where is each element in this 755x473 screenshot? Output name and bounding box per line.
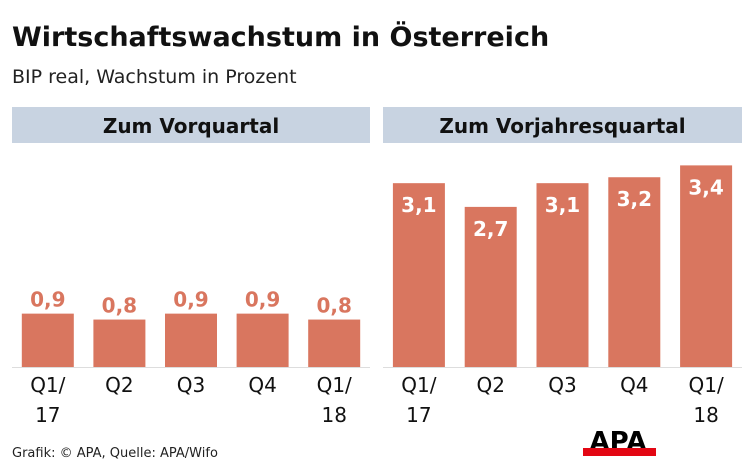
bar — [392, 183, 445, 367]
bar — [236, 313, 289, 367]
bar — [308, 319, 361, 367]
x-tick-label: Q1/ — [688, 373, 723, 397]
source-note: Grafik: © APA, Quelle: APA/Wifo — [12, 446, 218, 461]
data-label: 2,7 — [473, 217, 508, 241]
apa-logo-bar — [583, 448, 656, 456]
chart-subtitle: BIP real, Wachstum in Prozent — [12, 66, 297, 88]
data-label: 3,4 — [688, 175, 723, 199]
x-tick-label: Q3 — [177, 373, 205, 397]
bar — [165, 313, 217, 367]
panel-title: Zum Vorquartal — [103, 114, 279, 138]
data-label: 0,9 — [30, 288, 65, 312]
data-label: 3,2 — [617, 187, 652, 211]
x-tick-label: Q3 — [548, 373, 576, 397]
panel-header — [12, 107, 370, 143]
data-label: 3,1 — [401, 193, 436, 217]
x-tick-label: Q1/ — [30, 373, 65, 397]
data-label: 3,1 — [545, 193, 580, 217]
x-tick-label: Q2 — [476, 373, 504, 397]
bar — [608, 177, 661, 367]
x-tick-label: 17 — [35, 403, 60, 427]
x-tick-label: Q4 — [620, 373, 648, 397]
x-tick-label: Q4 — [248, 373, 276, 397]
bar — [680, 165, 733, 367]
apa-logo: APA — [583, 427, 656, 457]
x-tick-label: Q1/ — [401, 373, 436, 397]
x-tick-label: 17 — [406, 403, 431, 427]
panel-header — [383, 107, 742, 143]
chart-title: Wirtschaftswachstum in Österreich — [12, 20, 549, 53]
data-label: 0,8 — [102, 294, 137, 318]
x-tick-label: 18 — [321, 403, 346, 427]
bar — [536, 183, 589, 367]
panel-title: Zum Vorjahresquartal — [439, 114, 685, 138]
bar — [464, 206, 517, 367]
x-tick-label: Q1/ — [317, 373, 352, 397]
bar — [93, 319, 146, 367]
x-tick-label: 18 — [693, 403, 718, 427]
data-label: 0,9 — [245, 288, 280, 312]
data-label: 0,9 — [173, 288, 208, 312]
data-label: 0,8 — [316, 294, 351, 318]
bar — [21, 313, 74, 367]
x-tick-label: Q2 — [105, 373, 133, 397]
